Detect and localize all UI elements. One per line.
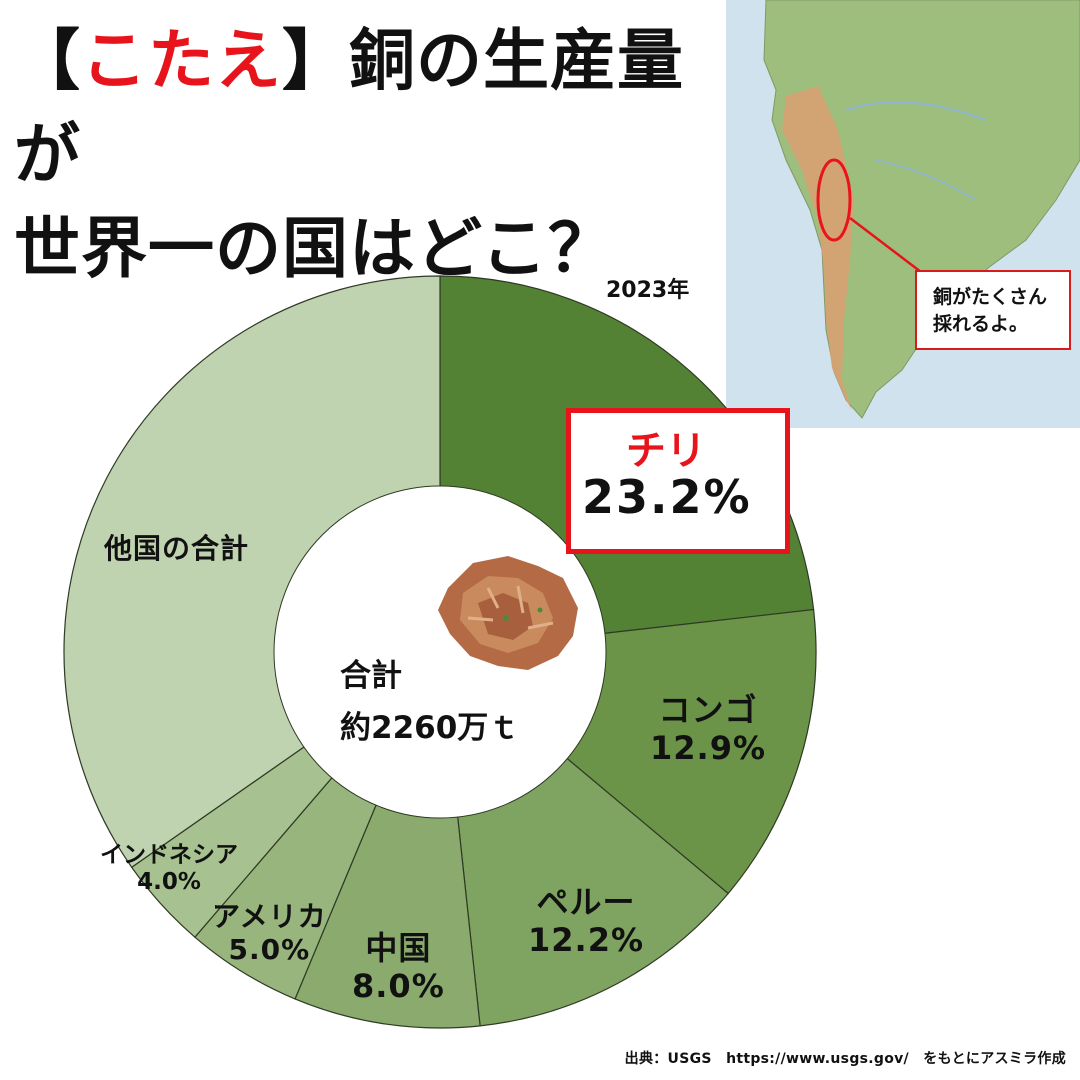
map-callout: 銅がたくさん 採れるよ。 <box>915 270 1071 350</box>
slice-label-china-group: 中国 8.0% <box>352 929 445 1006</box>
title-bracket-open: 【 <box>14 22 81 99</box>
slice-label-usa-group: アメリカ 5.0% <box>212 900 327 966</box>
slice-label-peru-group: ペルー 12.2% <box>528 883 645 960</box>
slice-label-china: 中国 <box>365 929 432 967</box>
slice-value-chile: 23.2% <box>582 470 752 524</box>
slice-label-congo: コンゴ <box>658 691 758 729</box>
title-line1-rest: 銅の生産量が <box>14 22 684 193</box>
south-america-map <box>726 0 1080 428</box>
slice-label-peru: ペルー <box>536 883 636 921</box>
slice-value-indonesia: 4.0% <box>137 869 201 896</box>
slice-value-peru: 12.2% <box>528 920 645 959</box>
center-total-value: 約2260万ｔ <box>340 710 520 746</box>
slice-label-others: 他国の合計 <box>104 532 250 565</box>
title-answer: こたえ <box>81 22 282 99</box>
map-callout-line1: 銅がたくさん <box>933 286 1048 308</box>
title-line2: 世界一の国はどこ？ <box>14 210 616 287</box>
slice-label-indonesia-group: インドネシア 4.0% <box>100 842 238 896</box>
slice-value-usa: 5.0% <box>228 933 311 967</box>
slice-label-congo-group: コンゴ 12.9% <box>650 691 767 768</box>
copper-nugget-image <box>438 556 578 670</box>
slice-label-chile: チリ <box>626 428 706 474</box>
slice-label-indonesia: インドネシア <box>100 842 238 868</box>
center-total: 合計 約2260万ｔ <box>340 650 519 754</box>
map-callout-line2: 採れるよ。 <box>933 313 1029 335</box>
pie-slice-others <box>63 275 441 869</box>
year-label: 2023年 <box>606 278 690 303</box>
title-bracket-close: 】 <box>282 22 349 99</box>
chile-highlight-box <box>566 408 790 554</box>
slice-value-china: 8.0% <box>352 966 445 1005</box>
page-title: 【こたえ】銅の生産量が 世界一の国はどこ？ <box>14 14 734 296</box>
region-highlight-ellipse <box>816 158 852 242</box>
slice-label-usa: アメリカ <box>212 900 327 933</box>
center-total-label: 合計 <box>340 658 402 694</box>
slice-value-congo: 12.9% <box>650 728 767 767</box>
source-credit: 出典：USGS https://www.usgs.gov/ をもとにアスミラ作成 <box>624 1051 1066 1067</box>
map-graphic <box>726 0 1080 428</box>
